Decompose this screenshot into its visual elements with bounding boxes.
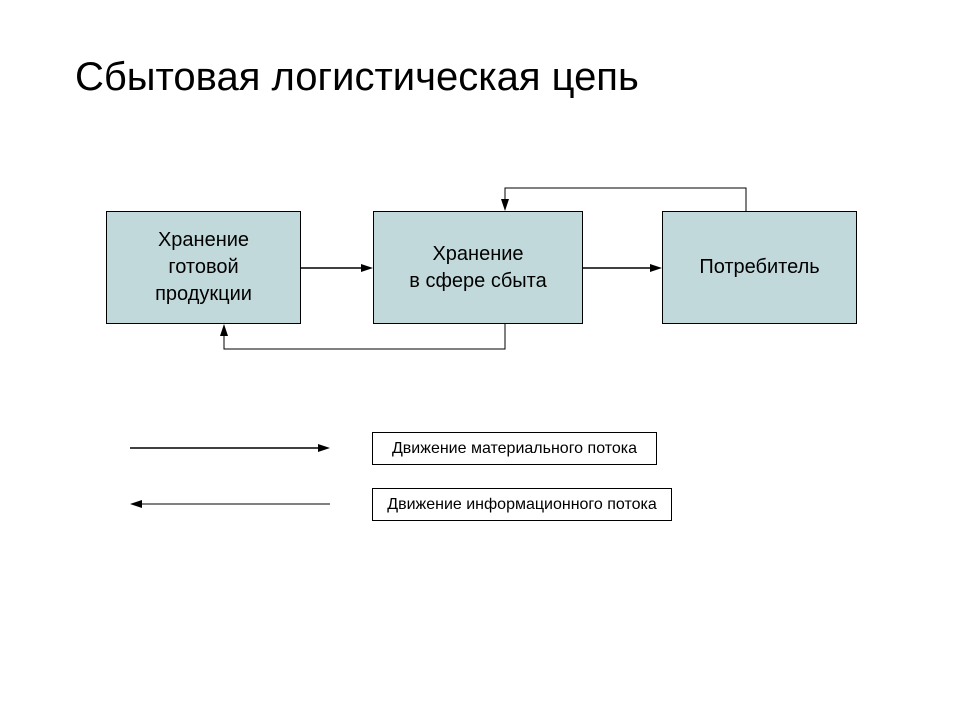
node-storage-sales: Хранение в сфере сбыта — [373, 211, 583, 324]
node-consumer: Потребитель — [662, 211, 857, 324]
slide-title: Сбытовая логистическая цепь — [75, 55, 639, 100]
connectors-layer — [0, 0, 960, 720]
legend-label: Движение материального потока — [392, 440, 637, 458]
legend-material-flow: Движение материального потока — [372, 432, 657, 465]
legend-info-flow: Движение информационного потока — [372, 488, 672, 521]
node-label: Хранение в сфере сбыта — [409, 241, 546, 295]
node-label: Потребитель — [699, 254, 819, 281]
legend-label: Движение информационного потока — [387, 496, 657, 514]
node-storage-finished: Хранение готовой продукции — [106, 211, 301, 324]
slide-canvas: Сбытовая логистическая цепь Хранение гот… — [0, 0, 960, 720]
node-label: Хранение готовой продукции — [155, 227, 252, 308]
